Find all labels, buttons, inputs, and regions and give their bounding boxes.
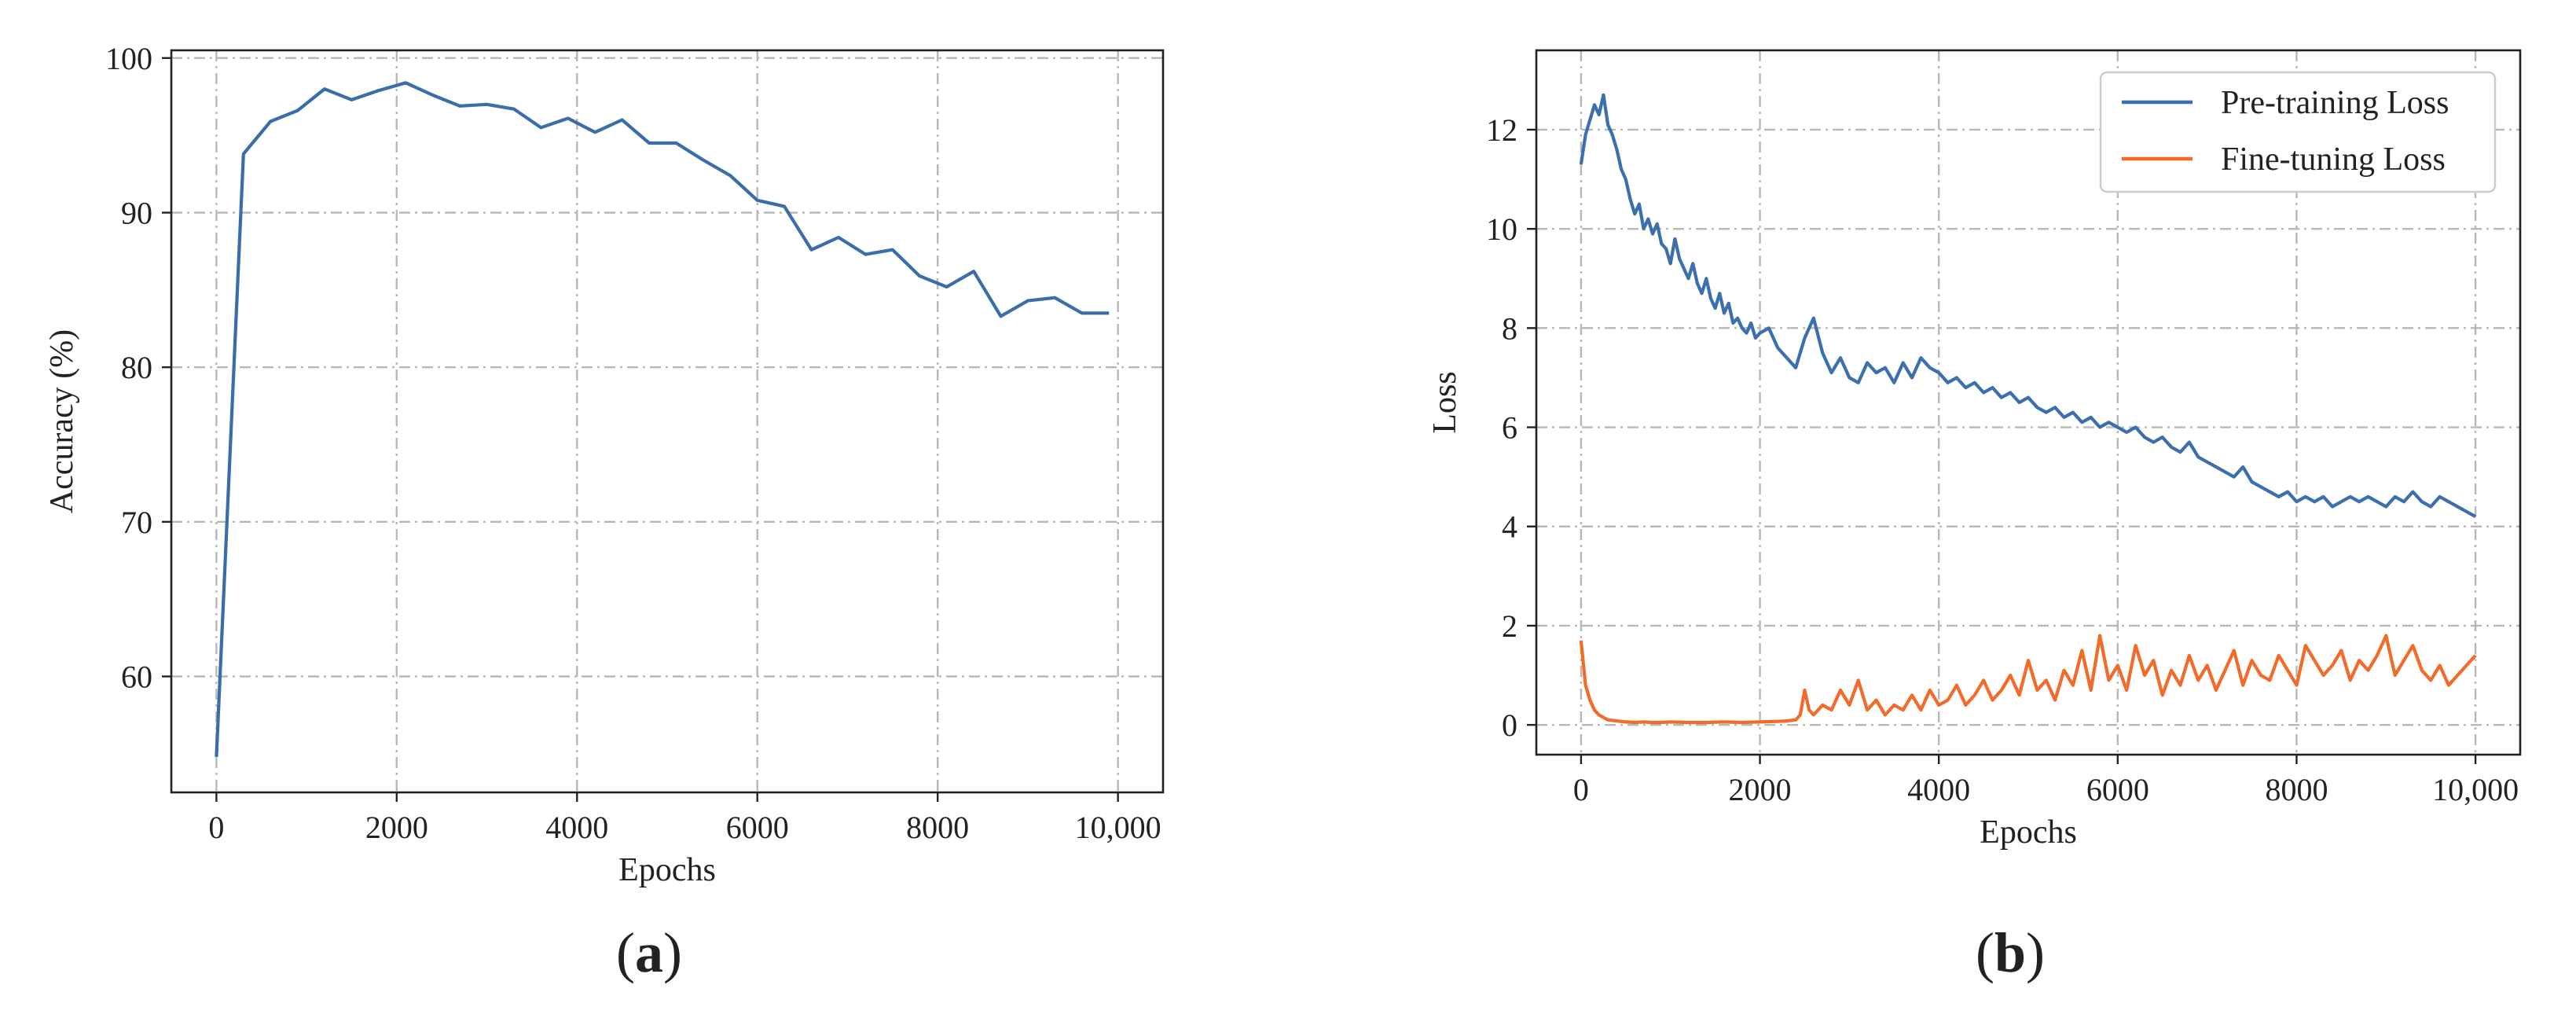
x-tick-label: 0	[208, 810, 224, 845]
panel-b-label: (b)	[1976, 921, 2045, 984]
y-tick-label: 0	[1502, 707, 1517, 743]
x-tick-label: 8000	[2265, 772, 2328, 807]
accuracy-grid	[171, 50, 1163, 792]
loss-y-axis-label: Loss	[1427, 371, 1463, 433]
accuracy-y-axis-label: Accuracy (%)	[44, 329, 80, 513]
x-tick-label: 4000	[545, 810, 608, 845]
y-tick-label: 70	[121, 505, 152, 540]
legend-label-finetuning: Fine-tuning Loss	[2221, 141, 2446, 178]
x-tick-label: 10,000	[1075, 810, 1161, 845]
panel-a-label-close: )	[663, 921, 682, 984]
y-tick-label: 4	[1502, 509, 1517, 545]
panel-a-label-letter: a	[635, 921, 663, 984]
y-tick-label: 100	[105, 41, 152, 76]
loss-plot-frame	[1535, 49, 2522, 756]
x-tick-label: 10,000	[2432, 772, 2519, 807]
legend-label-pretraining: Pre-training Loss	[2221, 85, 2449, 121]
y-tick-label: 90	[121, 196, 152, 231]
loss-legend: Pre-training Loss Fine-tuning Loss	[2099, 71, 2497, 193]
accuracy-plot-frame	[170, 49, 1165, 794]
y-tick-label: 60	[121, 660, 152, 695]
x-tick-label: 6000	[2086, 772, 2149, 807]
accuracy-chart: 0 2000 4000 6000 8000 10,000 60 70 80 90 100 Epoch…	[44, 41, 1165, 888]
y-tick-label: 2	[1502, 608, 1517, 644]
accuracy-series-line	[215, 81, 1110, 757]
legend-box	[2099, 71, 2497, 193]
x-tick-label: 0	[1573, 772, 1589, 807]
accuracy-x-axis-label: Epochs	[618, 852, 716, 888]
panel-a-label: (a)	[616, 921, 682, 984]
loss-ticks: 0 2000 4000 6000 8000 10,000 0 2 4 6 8 10 12	[1486, 112, 2519, 807]
x-tick-label: 2000	[365, 810, 428, 845]
x-tick-label: 2000	[1729, 772, 1792, 807]
pretraining-loss-series-line	[1579, 93, 2477, 518]
accuracy-ticks: 0 2000 4000 6000 8000 10,000 60 70 80 90 100	[105, 41, 1161, 845]
finetuning-loss-series-line	[1579, 634, 2477, 725]
y-tick-label: 8	[1502, 311, 1517, 346]
y-tick-label: 10	[1486, 211, 1517, 247]
loss-x-axis-label: Epochs	[1980, 814, 2077, 851]
y-tick-label: 6	[1502, 410, 1517, 446]
panel-b-label-letter: b	[1994, 921, 2026, 984]
y-tick-label: 12	[1486, 112, 1517, 148]
panel-b-label-open: (	[1976, 921, 1994, 984]
panel-b-label-close: )	[2026, 921, 2045, 984]
panel-a-label-open: (	[616, 921, 635, 984]
x-tick-label: 6000	[726, 810, 789, 845]
x-tick-label: 4000	[1907, 772, 1970, 807]
x-tick-label: 8000	[906, 810, 969, 845]
y-tick-label: 80	[121, 350, 152, 385]
